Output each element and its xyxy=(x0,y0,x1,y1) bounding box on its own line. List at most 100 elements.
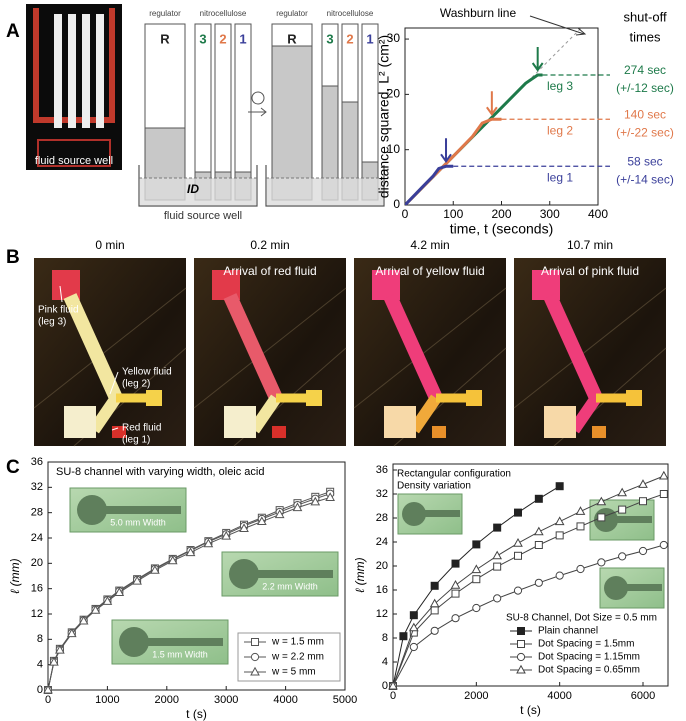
label: Arrival of yellow fluid xyxy=(375,264,484,278)
label: Dot Spacing = 1.5mm xyxy=(538,639,634,650)
label: 8 xyxy=(382,632,388,644)
channel-upper xyxy=(223,293,283,401)
marker xyxy=(513,537,523,547)
marker xyxy=(409,642,418,652)
label: 36 xyxy=(376,464,388,476)
label: (+/-22 sec) xyxy=(616,125,674,139)
marker xyxy=(150,565,160,574)
reservoir xyxy=(466,390,482,406)
reservoir xyxy=(146,390,162,406)
reservoir xyxy=(306,390,322,406)
well-fluid xyxy=(267,178,383,205)
label: 4.2 min xyxy=(410,238,449,252)
channel-lower xyxy=(89,394,121,434)
label: regulator xyxy=(276,9,308,18)
reservoir xyxy=(384,406,416,438)
label: 3 xyxy=(326,31,333,46)
marker xyxy=(493,523,502,532)
marker xyxy=(517,640,525,648)
label: Arrival of red fluid xyxy=(223,264,316,278)
label: 1000 xyxy=(95,694,119,706)
label: 36 xyxy=(31,456,43,468)
label: R xyxy=(287,31,297,46)
marker xyxy=(409,611,418,620)
label: 0 xyxy=(393,197,400,211)
well-fluid xyxy=(140,178,256,205)
well xyxy=(37,139,111,167)
marker xyxy=(617,487,628,497)
strip xyxy=(68,14,76,128)
marker xyxy=(102,596,113,605)
label: Rectangular configuration xyxy=(397,469,511,480)
inset-dot xyxy=(402,502,426,526)
fluid xyxy=(271,45,313,201)
marker xyxy=(554,516,565,526)
reservoir xyxy=(64,406,96,438)
marker xyxy=(250,652,260,662)
marker xyxy=(430,626,439,635)
marker xyxy=(78,615,89,625)
marker xyxy=(555,482,564,491)
pointer xyxy=(59,285,63,303)
marker xyxy=(534,578,543,587)
series-line xyxy=(405,164,454,205)
marker xyxy=(167,555,178,565)
label: 20 xyxy=(31,557,43,569)
marker xyxy=(239,523,249,532)
label: Density variation xyxy=(397,481,471,492)
label: 6000 xyxy=(631,690,655,702)
label: R xyxy=(160,31,170,46)
label: 1 xyxy=(239,31,246,46)
label: (+/-12 sec) xyxy=(616,81,674,95)
label: 16 xyxy=(31,583,43,595)
label: 0 min xyxy=(95,238,124,252)
inset-dot xyxy=(229,559,259,589)
marker xyxy=(516,652,526,662)
marker xyxy=(430,606,439,615)
marker xyxy=(638,479,648,488)
beaker xyxy=(265,165,385,207)
beaker xyxy=(138,165,258,207)
label: Red fluid xyxy=(122,423,161,434)
marker xyxy=(221,530,232,540)
label: Pink fluid xyxy=(38,305,79,316)
reservoir xyxy=(626,390,642,406)
marker xyxy=(256,516,267,526)
label: 2000 xyxy=(155,694,179,706)
marker xyxy=(250,666,260,676)
label: fluid source well xyxy=(164,210,242,222)
marker xyxy=(429,598,440,608)
label: t (s) xyxy=(186,707,207,721)
channel-upper xyxy=(383,293,443,401)
label: 140 sec xyxy=(624,107,666,121)
marker xyxy=(408,622,419,632)
marker xyxy=(576,522,585,531)
marker xyxy=(597,513,606,522)
marker xyxy=(517,627,525,635)
label: 16 xyxy=(376,584,388,596)
label: (leg 2) xyxy=(122,379,150,390)
label: 3000 xyxy=(214,694,238,706)
label: 400 xyxy=(588,207,608,221)
label: leg 2 xyxy=(547,123,573,137)
marker xyxy=(451,559,460,568)
series-line xyxy=(393,485,560,686)
label: 20 xyxy=(376,560,388,572)
label: times xyxy=(629,29,661,44)
reservoir xyxy=(592,426,606,438)
shutoff-arrow xyxy=(531,47,544,72)
marker xyxy=(493,562,502,571)
marker xyxy=(185,547,196,557)
channel-lower xyxy=(569,394,601,434)
marker xyxy=(638,546,648,556)
marker xyxy=(49,656,59,666)
marker xyxy=(576,564,585,574)
label: 2000 xyxy=(464,690,488,702)
label: 10 xyxy=(387,142,401,156)
marker xyxy=(533,526,544,536)
marker xyxy=(492,550,503,560)
channel-upper xyxy=(543,293,603,401)
label: SU-8 Channel, Dot Size = 0.5 mm xyxy=(506,613,657,624)
reservoir xyxy=(544,406,576,438)
